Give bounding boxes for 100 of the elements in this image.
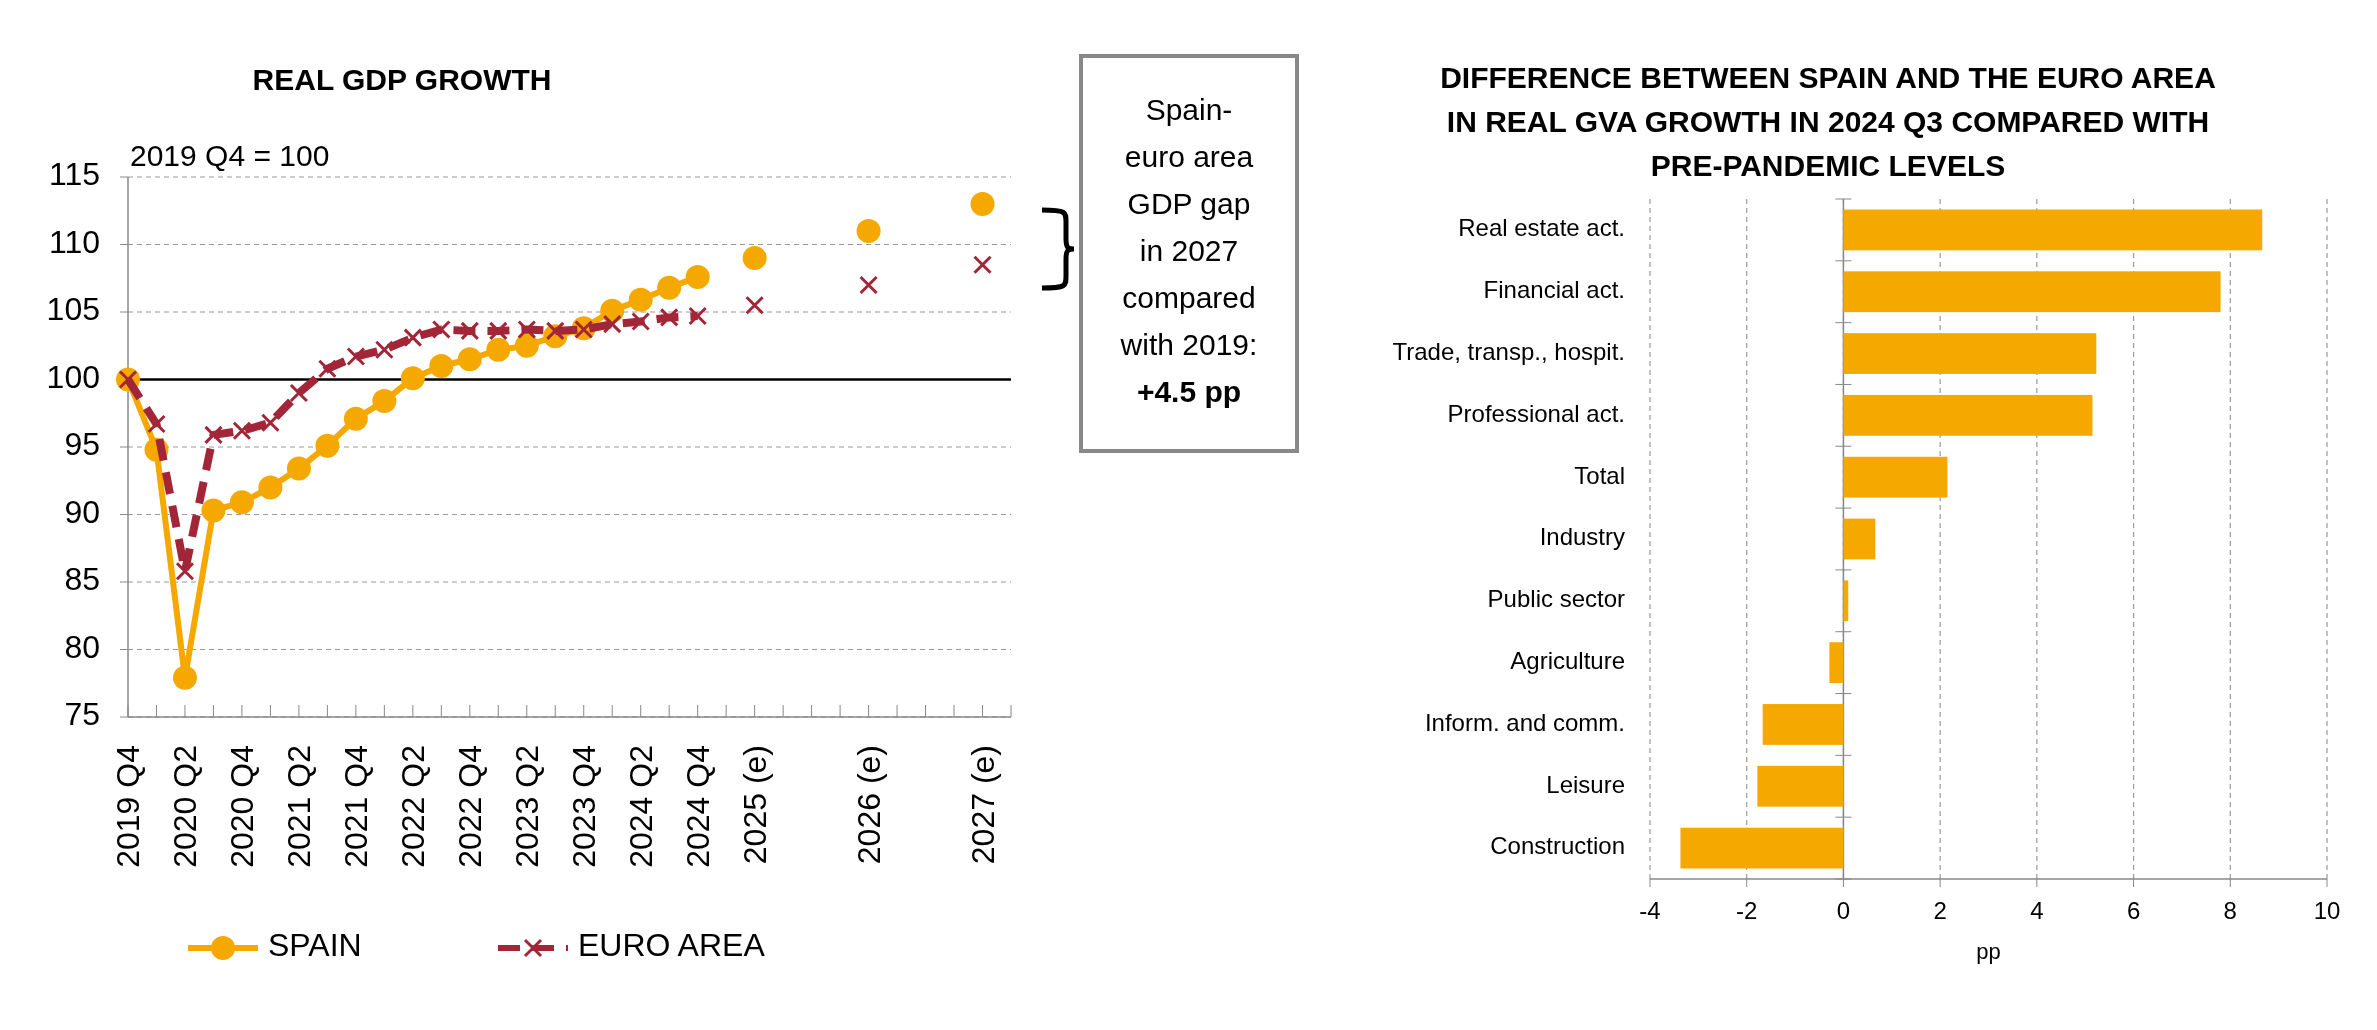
point [431,320,451,340]
point [859,275,879,295]
y-tick-label: Leisure [1546,770,1625,798]
point [232,421,252,441]
point [201,498,226,523]
y-tick-label: 80 [64,628,100,665]
point [602,314,622,334]
x-tick-label: 10 [2313,897,2341,924]
point [628,287,653,312]
point [742,246,767,270]
y-tick-label: Total [1574,461,1625,489]
point [315,433,340,458]
y-tick-label: Real estate act. [1458,214,1625,242]
x-tick-label: 2027 (e) [964,745,1001,865]
y-tick-label: 90 [64,493,100,530]
point [517,320,537,340]
point [400,366,425,391]
y-tick-label: Professional act. [1447,399,1625,427]
bar [1762,704,1844,745]
bar [1680,827,1844,869]
point [374,340,394,360]
point [229,490,254,515]
point [745,295,765,315]
point [685,264,710,289]
x-tick-label: 2023 Q2 [508,745,545,868]
point [631,311,651,331]
x-tick-label: 2021 Q4 [337,745,374,868]
point [429,354,454,378]
y-tick-label: 115 [48,156,100,193]
point [659,307,679,327]
point [146,414,166,434]
point [346,347,366,367]
x-tick-label: 2021 Q2 [280,745,317,868]
point [970,192,995,216]
point [488,321,508,341]
y-tick-label: 85 [64,561,100,598]
point [657,275,682,300]
bar [1843,333,2097,374]
chart-subtitle: 2019 Q4 = 100 [130,139,330,172]
bar [1843,394,2093,436]
x-tick-label: 2024 Q2 [622,745,659,868]
chart-title: DIFFERENCE BETWEEN SPAIN AND THE EURO AREA IN REAL GVA GROWTH IN 2024 Q3 COMPARED WITH PRE-PANDEMIC LEVELS [1440,61,2216,182]
text: Spain-euro area GDP gap in 2027 compared with 2019: [1119,92,1258,361]
x-axis-title: pp [1976,939,2001,964]
x-tick-label: 2020 Q4 [223,745,260,868]
point [688,306,708,326]
point [175,561,195,581]
point [372,389,397,414]
y-tick-label: Agriculture [1510,646,1625,674]
x-tick-label: 2019 Q4 [110,745,146,868]
bar [1829,642,1844,684]
x-tick-label: 2025 (e) [736,745,773,865]
x-tick-label: 2022 Q2 [394,745,431,868]
x-tick-label: -2 [1736,897,1758,924]
point [317,359,337,379]
point [856,219,881,243]
point [203,425,223,445]
legend-label: EURO AREA [578,927,766,964]
x-tick-label: 6 [2126,897,2141,924]
y-tick-label: Inform. and comm. [1424,708,1625,736]
x-tick-label: 2020 Q2 [166,745,203,868]
x-tick-label: -4 [1639,897,1661,924]
x-tick-label: 2024 Q4 [679,745,716,868]
point [457,347,482,372]
bar [1843,518,1876,560]
y-tick-label: 100 [46,358,100,395]
point [343,406,368,431]
point [403,328,423,348]
bar [1843,580,1849,622]
text: +4.5 pp [1136,374,1242,408]
y-tick-label: 75 [64,696,100,733]
x-tick-label: 2 [1933,897,1947,924]
bar [1843,456,1948,498]
point [260,413,280,433]
x-tick-label: 2023 Q4 [565,745,602,868]
bar [1843,271,2221,313]
point [486,337,511,362]
x-tick-label: 4 [2030,897,2044,924]
point [514,333,539,358]
point [460,321,480,341]
x-tick-label: 0 [1836,897,1851,924]
y-tick-label: 95 [64,426,100,463]
x-tick-label: 2026 (e) [850,745,887,865]
x-tick-label: 8 [2223,897,2237,924]
point [289,383,309,403]
y-tick-label: Trade, transp., hospit. [1392,337,1625,365]
bar [1757,765,1844,807]
y-tick-label: Public sector [1487,585,1626,613]
x-tick-label: 2022 Q4 [451,745,488,868]
bar [1843,209,2263,251]
y-tick-label: Construction [1490,832,1625,860]
point [973,255,993,275]
point [172,665,197,690]
y-tick-label: Industry [1539,523,1625,551]
legend-label: SPAIN [268,927,362,964]
y-tick-label: 110 [48,223,100,260]
y-tick-label: Financial act. [1483,276,1625,304]
chart-title: REAL GDP GROWTH [252,63,552,96]
point [286,456,311,481]
point [258,475,283,500]
